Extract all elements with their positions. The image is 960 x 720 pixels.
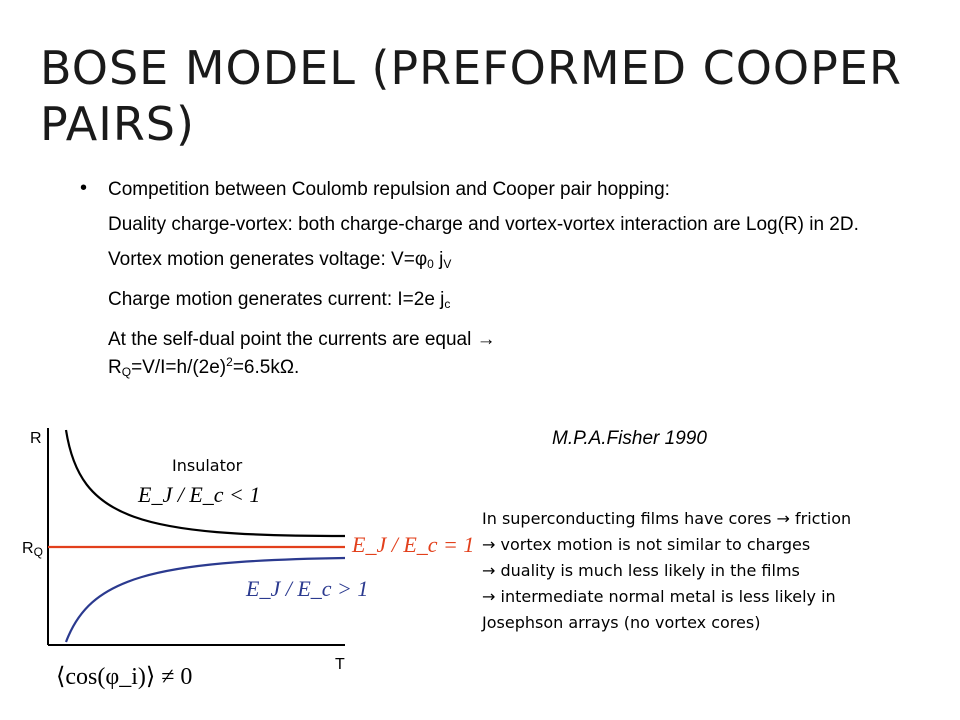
citation: M.P.A.Fisher 1990 [552,428,707,449]
charge-sub-c: c [444,297,451,311]
bullet-charge: Charge motion generates current: I=2e jc [80,288,880,316]
bullet-list: • Competition between Coulomb repulsion … [80,177,880,396]
selfdual-mid: =V/I=h/(2e) [131,357,227,378]
eq-bottom: ⟨cos(φ_i)⟩ ≠ 0 [56,664,193,690]
y-axis-label: R [30,430,42,447]
eq-upper: E_J / E_c < 1 [138,482,261,507]
slide-title: BOSE MODEL (PREFORMED COOPER PAIRS) [40,41,902,151]
insulator-curve [64,429,346,538]
selfdual-R: R [108,357,122,378]
bullet-vortex: Vortex motion generates voltage: V=φ0 jV [80,248,880,276]
eq-lower: E_J / E_c > 1 [246,576,369,601]
x-axis-label: T [335,656,345,673]
eq-middle: E_J / E_c = 1 [352,532,475,557]
note-line-5: Josephson arrays (no vortex cores) [482,613,761,632]
selfdual-Rsub: Q [121,365,132,379]
note-line-4: → intermediate normal metal is less like… [482,587,836,606]
rq-label: RQ [22,540,43,559]
vortex-text: Vortex motion generates voltage: V=φ [108,249,428,270]
bullet-dot-icon: • [80,177,88,199]
note-line-2: → vortex motion is not similar to charge… [482,535,811,554]
vortex-mid: j [433,249,444,270]
selfdual-sup: 2 [226,355,233,369]
selfdual-line2: RQ=V/I=h/(2e)2=6.5kΩ. [108,351,880,384]
selfdual-line1: At the self-dual point the currents are … [108,329,496,350]
bullet-selfdual: At the self-dual point the currents are … [80,328,880,384]
rq-sub: Q [33,545,43,559]
charge-text: Charge motion generates current: I=2e j [108,289,445,310]
superconductor-curve [64,556,346,643]
note-line-1: In superconducting films have cores → fr… [482,509,852,528]
rq-R: R [22,540,34,557]
vortex-sub-0: 0 [427,257,434,271]
bullet-main-text: Competition between Coulomb repulsion an… [108,179,670,200]
bullet-main: • Competition between Coulomb repulsion … [80,177,880,201]
selfdual-end: =6.5kΩ. [232,357,300,378]
insulator-label: Insulator [172,456,243,475]
film-note: In superconducting films have cores → fr… [482,506,960,636]
note-line-3: → duality is much less likely in the fil… [482,561,800,580]
bullet-duality: Duality charge-vortex: both charge-charg… [108,214,859,235]
vortex-sub-v: V [443,257,452,271]
